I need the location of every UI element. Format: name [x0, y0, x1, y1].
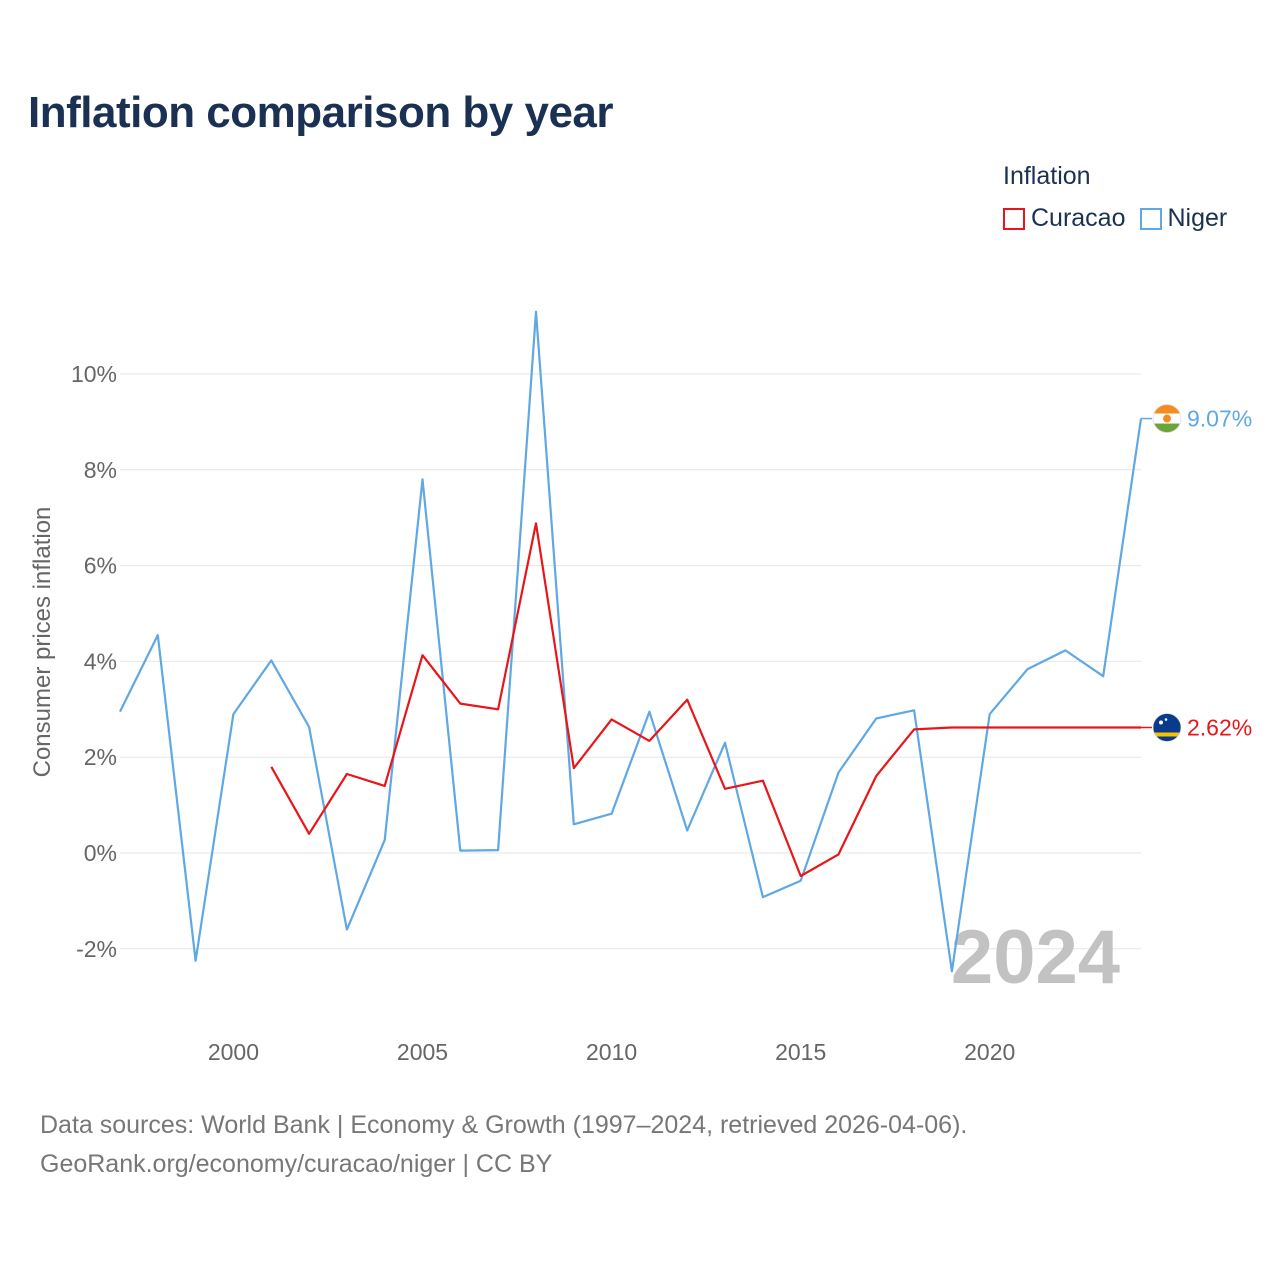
- series-lines: [119, 310, 1143, 973]
- x-tick-label: 2005: [397, 1039, 448, 1065]
- legend-title: Inflation: [1003, 162, 1091, 190]
- y-tick-label: 8%: [84, 457, 117, 483]
- legend-item-niger[interactable]: Niger: [1139, 204, 1228, 233]
- x-tick-label: 2010: [586, 1039, 637, 1065]
- x-tick-label: 2000: [208, 1039, 259, 1065]
- x-tick-label: 2020: [964, 1039, 1015, 1065]
- year-watermark: 2024: [951, 915, 1120, 1000]
- series-line-curacao[interactable]: [270, 522, 1141, 878]
- source-line-1: Data sources: World Bank | Economy & Gro…: [40, 1111, 968, 1139]
- chart-title: Inflation comparison by year: [28, 88, 614, 137]
- y-tick-label: 4%: [84, 648, 117, 674]
- curacao-flag-icon: [1152, 713, 1182, 742]
- y-tick-label: 2%: [84, 744, 117, 770]
- legend-item-curacao[interactable]: Curacao: [1003, 204, 1126, 233]
- legend: Curacao Niger: [1003, 204, 1227, 233]
- legend-label-curacao: Curacao: [1031, 204, 1126, 232]
- y-tick-label: 0%: [84, 840, 117, 866]
- legend-swatch-curacao: [1003, 207, 1025, 230]
- source-line-2[interactable]: GeoRank.org/economy/curacao/niger | CC B…: [40, 1150, 553, 1178]
- end-markers: 9.07% 2.62%: [1141, 404, 1252, 742]
- end-label-curacao: 2.62%: [1187, 715, 1252, 741]
- gridlines: [120, 373, 1141, 950]
- y-tick-labels: -2% 0% 2% 4% 6% 8% 10%: [71, 361, 117, 962]
- end-label-niger: 9.07%: [1187, 406, 1252, 432]
- y-axis-title: Consumer prices inflation: [29, 507, 56, 778]
- x-tick-label: 2015: [775, 1039, 826, 1065]
- y-tick-label: 6%: [84, 553, 117, 579]
- x-tick-labels: 2000 2005 2010 2015 2020: [208, 1039, 1015, 1065]
- series-line-niger[interactable]: [119, 310, 1143, 973]
- source-note: Data sources: World Bank | Economy & Gro…: [40, 1106, 967, 1184]
- y-tick-label: 10%: [71, 361, 117, 387]
- legend-swatch-niger: [1139, 207, 1162, 230]
- niger-flag-icon: [1152, 404, 1182, 433]
- y-tick-label: -2%: [76, 936, 117, 962]
- legend-label-niger: Niger: [1167, 204, 1228, 232]
